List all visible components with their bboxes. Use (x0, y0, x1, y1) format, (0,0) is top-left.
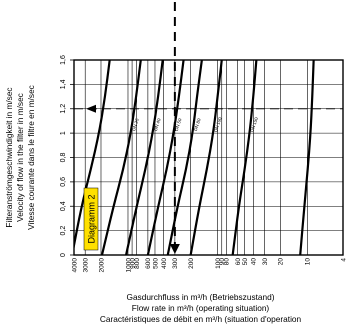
y-tick-label: 0,4 (60, 201, 67, 211)
x-tick-label: 90 (219, 258, 226, 266)
curve-label: DN 50 (174, 117, 183, 131)
series-curve (299, 60, 315, 255)
y-tick-label: 1,4 (60, 79, 67, 89)
curve-label: DN 25 (131, 117, 140, 131)
y-tick-label: 1 (60, 131, 67, 135)
y-tick-label: 1,6 (60, 55, 67, 65)
y-axis-label: Filteranströmgeschwindigkeit in m/sec Vel… (4, 85, 36, 230)
curve-label: DN 80 (193, 117, 202, 131)
x-tick-label: 30 (262, 258, 269, 266)
y-axis-label-line: Filteranströmgeschwindigkeit in m/sec (4, 87, 14, 227)
x-tick-label: 60 (235, 258, 242, 266)
diagram-badge-background (83, 187, 99, 251)
series-curve (100, 60, 142, 255)
series-curve (231, 60, 258, 255)
x-tick-label: 1000 (125, 258, 132, 273)
reference-arrow-down (169, 244, 180, 254)
y-tick-label: 0,6 (60, 177, 67, 187)
series-curve (125, 60, 164, 255)
x-tick-label: 200 (188, 258, 195, 269)
x-tick-label: 40 (251, 258, 258, 266)
x-axis-label-line: Flow rate in m³/h (operating situation) (132, 303, 270, 313)
y-tick-label: 0,8 (60, 153, 67, 163)
x-tick-label: 100 (215, 258, 222, 269)
x-tick-label: 900 (129, 258, 136, 269)
x-axis-label-line: Caractéristiques de débit en m³/h (situa… (100, 314, 302, 324)
x-axis-label: Gasdurchfluss in m³/h (Betriebszustand)F… (100, 292, 302, 324)
x-tick-label: 50 (242, 258, 249, 266)
x-tick-label: 400 (161, 258, 168, 269)
plot-area: DN 150 DN 100 DN 80 DN 50 DN 40 DN 25 (73, 2, 344, 256)
x-tick-label: 300 (172, 258, 179, 269)
x-tick-label: 500 (152, 258, 159, 269)
x-tick-label: 800 (134, 258, 141, 269)
x-tick-label: 3000 (83, 258, 90, 273)
series-curve (146, 60, 185, 255)
y-tick-label: 1,2 (60, 104, 67, 114)
y-tick-label: 0 (60, 253, 67, 257)
curve-label: DN 40 (153, 117, 162, 131)
x-tick-label: 20 (278, 258, 285, 266)
curve-label: DN 150 (249, 116, 259, 133)
x-tick-label: 4 (340, 258, 346, 262)
diagram-badge: Diagramm 2 (83, 187, 99, 251)
y-tick-labels: 0 0,2 0,4 0,6 0,8 1 1,2 1,4 1,6 (60, 55, 74, 257)
series-curve (166, 60, 203, 255)
y-axis-label-line: Vitesse courante dans le filtre en m/sec (26, 85, 36, 230)
x-tick-label: 2000 (98, 258, 105, 273)
x-tick-label: 80 (224, 258, 231, 266)
x-tick-label: 10 (305, 258, 312, 266)
curve-label: DN 100 (213, 116, 223, 133)
plot-frame (73, 59, 344, 256)
x-axis-label-line: Gasdurchfluss in m³/h (Betriebszustand) (126, 292, 274, 302)
y-tick-label: 0,2 (60, 226, 67, 236)
x-tick-label: 600 (145, 258, 152, 269)
y-axis-label-line: Velocity of flow in the filter in m/sec (15, 93, 25, 222)
series-curve (189, 60, 223, 255)
x-tick-label: 4000 (71, 258, 78, 273)
reference-arrow-left (86, 104, 96, 113)
diagram-badge-text: Diagramm 2 (87, 194, 97, 243)
